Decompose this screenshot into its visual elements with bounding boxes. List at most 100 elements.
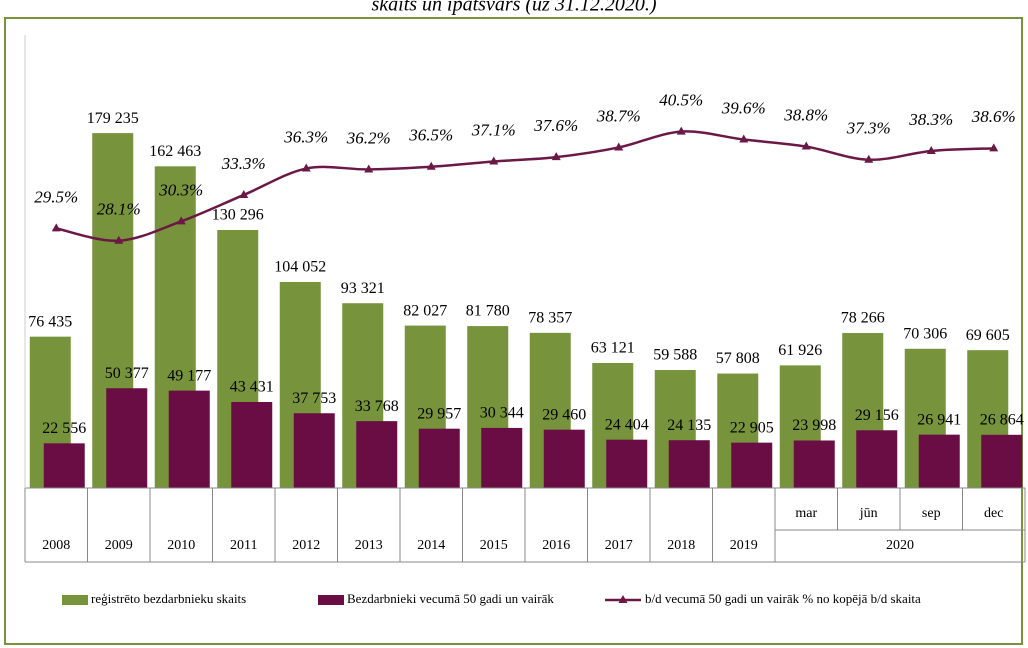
legend-swatch <box>618 595 628 603</box>
data-label: 28.1% <box>97 200 141 219</box>
line-marker <box>614 142 624 151</box>
bar <box>668 440 710 488</box>
data-label: 38.7% <box>596 106 641 125</box>
line <box>55 130 994 242</box>
data-label: 22 905 <box>730 419 774 436</box>
x-tick-label: 2014 <box>417 538 445 553</box>
x-tick-label: 2009 <box>105 538 133 553</box>
bar <box>918 434 960 488</box>
line-marker <box>739 134 749 143</box>
x-tick-label: 2013 <box>355 538 383 553</box>
x-tick-label: mar <box>795 506 817 521</box>
x-group-label: 2020 <box>886 538 914 553</box>
data-label: 78 266 <box>841 310 885 327</box>
data-label: 36.3% <box>283 127 328 146</box>
x-tick-label: jūn <box>859 506 878 521</box>
data-label: 29 460 <box>542 406 586 423</box>
data-label: 69 605 <box>966 327 1010 344</box>
x-tick-label: 2015 <box>480 538 508 553</box>
x-tick-label: sep <box>922 506 941 521</box>
data-label: 93 321 <box>341 280 385 297</box>
data-label: 82 027 <box>403 302 447 319</box>
line-marker <box>551 152 561 161</box>
data-label: 22 556 <box>42 420 86 437</box>
data-label: 40.5% <box>659 91 703 110</box>
legend-label: reģistrēto bezdarbnieku skaits <box>91 591 246 606</box>
data-label: 38.8% <box>783 105 828 124</box>
legend-label: b/d vecumā 50 gadi un vairāk % no kopējā… <box>645 591 921 606</box>
bar <box>293 413 335 488</box>
legend-swatch <box>62 595 88 605</box>
data-label: 104 052 <box>274 259 326 276</box>
line-marker <box>176 216 186 225</box>
line-marker <box>239 189 249 198</box>
bar <box>43 443 85 488</box>
x-tick-label: 2012 <box>292 538 320 553</box>
bar <box>356 421 398 488</box>
data-label: 179 235 <box>87 110 139 127</box>
data-label: 43 431 <box>230 379 274 396</box>
bar <box>168 390 210 488</box>
x-tick-label: 2016 <box>542 538 570 553</box>
line-marker <box>301 163 311 172</box>
data-label: 38.6% <box>971 107 1016 126</box>
data-label: 29 957 <box>417 405 461 422</box>
data-label: 50 377 <box>105 365 149 382</box>
bar <box>543 429 585 488</box>
bar <box>981 434 1023 488</box>
x-tick-label: 2010 <box>167 538 195 553</box>
x-tick-label: 2008 <box>42 538 70 553</box>
data-label: 63 121 <box>591 340 635 357</box>
x-tick-label: 2019 <box>730 538 758 553</box>
line-marker <box>989 143 999 152</box>
data-label: 59 588 <box>653 347 697 364</box>
data-label: 24 135 <box>667 417 711 434</box>
x-tick-label: 2017 <box>605 538 633 553</box>
bar <box>606 439 648 488</box>
line-marker <box>489 156 499 165</box>
data-label: 49 177 <box>167 367 211 384</box>
data-label: 24 404 <box>605 416 649 433</box>
data-label: 57 808 <box>716 350 760 367</box>
data-label: 38.3% <box>908 110 953 129</box>
data-label: 130 296 <box>212 207 264 224</box>
data-label: 76 435 <box>28 313 72 330</box>
data-label: 37.6% <box>533 116 578 135</box>
x-tick-label: 2018 <box>667 538 695 553</box>
line-marker <box>864 154 874 163</box>
data-label: 36.5% <box>408 126 453 145</box>
x-tick-label: 2011 <box>230 538 257 553</box>
line-marker <box>676 126 686 135</box>
data-label: 162 463 <box>149 143 201 160</box>
bar <box>106 388 148 488</box>
data-label: 29.5% <box>34 187 78 206</box>
data-label: 81 780 <box>466 303 510 320</box>
data-label: 37 753 <box>292 390 336 407</box>
line-marker <box>426 161 436 170</box>
data-label: 26 941 <box>917 411 961 428</box>
line-marker <box>114 235 124 244</box>
bar <box>793 440 835 488</box>
bar <box>231 402 273 488</box>
data-label: 23 998 <box>792 417 836 434</box>
chart-title: skaits un īpatsvars (uz 31.12.2020.) <box>372 0 657 16</box>
x-tick-label: dec <box>984 506 1003 521</box>
line-marker <box>926 145 936 154</box>
data-label: 37.3% <box>846 119 891 138</box>
bar <box>418 428 460 488</box>
legend-label: Bezdarbnieki vecumā 50 gadi un vairāk <box>347 591 554 606</box>
line-marker <box>801 141 811 150</box>
bar <box>856 430 898 488</box>
data-label: 39.6% <box>721 98 766 117</box>
data-label: 30.3% <box>158 180 203 199</box>
line-marker <box>364 164 374 173</box>
data-label: 70 306 <box>903 325 947 342</box>
line-marker <box>51 223 61 232</box>
data-label: 78 357 <box>528 310 572 327</box>
data-label: 29 156 <box>855 407 899 424</box>
data-label: 61 926 <box>778 342 822 359</box>
data-label: 26 864 <box>980 411 1024 428</box>
bar <box>481 427 523 488</box>
